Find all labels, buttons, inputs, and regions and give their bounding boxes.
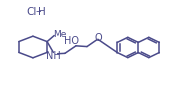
Text: NH: NH xyxy=(46,51,61,61)
Text: HO: HO xyxy=(64,36,79,46)
Text: H: H xyxy=(38,7,45,17)
Text: Cl: Cl xyxy=(27,7,37,17)
Text: O: O xyxy=(94,33,102,43)
Text: Me: Me xyxy=(53,30,67,39)
Text: –: – xyxy=(35,6,41,16)
